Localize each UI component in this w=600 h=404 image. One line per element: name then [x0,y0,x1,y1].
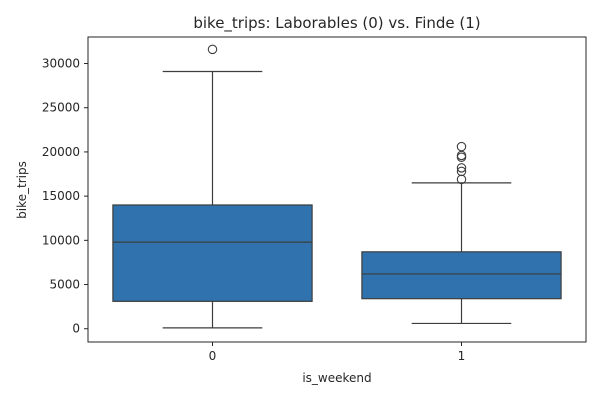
y-tick-label: 0 [72,322,80,336]
box-group-1 [361,141,562,325]
plot-frame [87,36,587,343]
y-tick-label: 25000 [42,101,80,115]
outlier-point [456,166,467,177]
y-axis-ticks: 0 5000 10000 15000 20000 25000 30000 [42,57,88,336]
chart-title: bike_trips: Laborables (0) vs. Finde (1) [193,14,480,33]
x-tick-label: 0 [209,349,217,363]
plot-area [87,36,587,343]
y-tick-label: 15000 [42,189,80,203]
outlier-point [207,44,218,55]
y-axis-label: bike_trips [15,161,29,219]
y-tick-label: 5000 [49,278,80,292]
iqr-box [112,204,313,302]
x-tick-label: 1 [458,349,466,363]
box-group-0 [112,44,313,329]
outlier-point [456,163,467,173]
y-tick-label: 10000 [42,233,80,247]
x-axis-label: is_weekend [302,371,371,385]
y-tick-label: 20000 [42,145,80,159]
outlier-point [456,141,467,152]
y-tick-label: 30000 [42,57,80,71]
iqr-box [361,251,562,300]
